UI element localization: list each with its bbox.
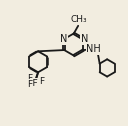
Text: N: N [81, 34, 88, 44]
Text: F: F [27, 80, 32, 89]
Text: F: F [39, 77, 44, 86]
Text: N: N [60, 34, 67, 44]
Text: F: F [27, 74, 32, 83]
Text: CH₃: CH₃ [71, 15, 87, 24]
Text: NH: NH [86, 44, 101, 54]
Text: CF₃: CF₃ [26, 79, 41, 88]
